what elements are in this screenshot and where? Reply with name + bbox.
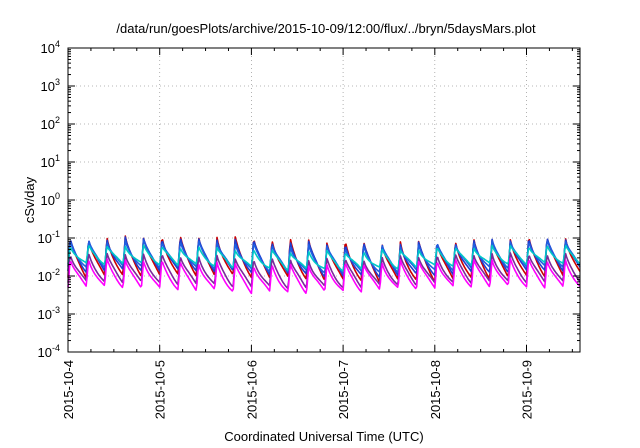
y-tick-label: 10-1	[38, 229, 60, 246]
grid	[68, 48, 580, 352]
x-tick-label: 2015-10-6	[244, 360, 259, 419]
y-tick-label: 10-4	[38, 343, 60, 360]
x-tick-label: 2015-10-5	[153, 360, 168, 419]
x-tick-label: 2015-10-8	[428, 360, 443, 419]
y-axis-label: cSv/day	[22, 176, 37, 223]
x-tick-label: 2015-10-9	[520, 360, 535, 419]
series-line	[67, 244, 581, 272]
y-tick-label: 10-2	[38, 267, 60, 284]
plot-frame	[67, 47, 581, 353]
chart-title: /data/run/goesPlots/archive/2015-10-09/1…	[116, 21, 536, 36]
x-tick-label: 2015-10-4	[61, 360, 76, 419]
y-tick-label: 10-3	[38, 305, 60, 322]
series-line	[67, 252, 581, 290]
y-axis: 10-4 10-3 10-2 10-1 100 101 102 103 104	[38, 39, 580, 360]
y-tick-label: 102	[41, 115, 60, 132]
x-tick-label: 2015-10-7	[336, 360, 351, 419]
y-tick-label: 100	[41, 191, 60, 208]
y-tick-label: 103	[41, 77, 60, 94]
y-tick-label: 101	[41, 153, 60, 170]
y-tick-label: 104	[41, 39, 60, 56]
x-axis: 2015-10-4 2015-10-5 2015-10-6 2015-10-7 2015…	[61, 48, 573, 419]
x-axis-label: Coordinated Universal Time (UTC)	[224, 429, 423, 444]
plot-area	[67, 235, 581, 295]
series-line	[67, 257, 581, 295]
